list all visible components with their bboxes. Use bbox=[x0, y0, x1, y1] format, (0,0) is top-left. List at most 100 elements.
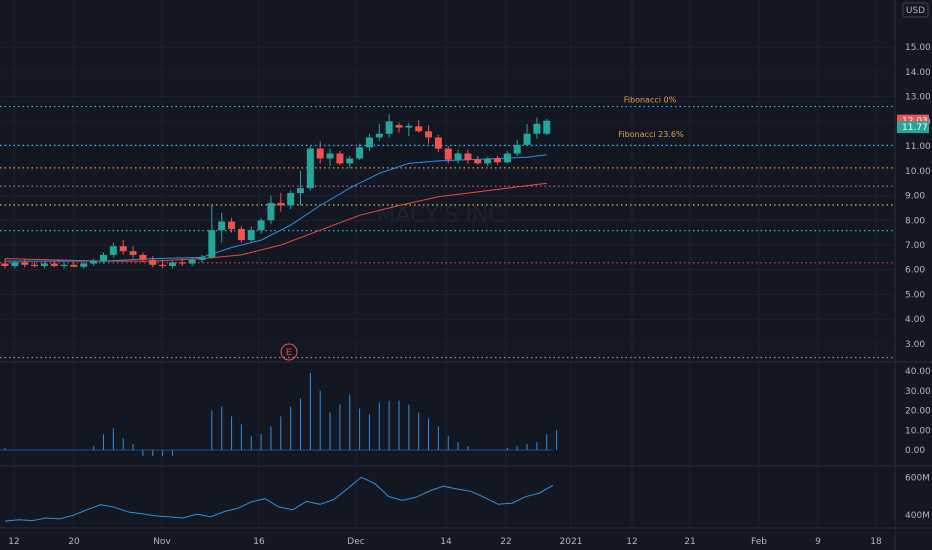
candle[interactable] bbox=[385, 113, 393, 138]
candle[interactable] bbox=[464, 149, 472, 164]
time-tick-label: 22 bbox=[500, 537, 511, 547]
candle[interactable] bbox=[336, 151, 344, 165]
candle[interactable] bbox=[129, 246, 137, 259]
fibonacci-label: Fibonacci 23.6% bbox=[618, 130, 684, 139]
candle[interactable] bbox=[415, 120, 423, 133]
candle[interactable] bbox=[287, 190, 295, 210]
candle-body bbox=[474, 159, 482, 164]
candle[interactable] bbox=[188, 257, 196, 267]
candle[interactable] bbox=[149, 256, 157, 268]
candle-body bbox=[356, 147, 364, 159]
volume-line-tick-label: 600M bbox=[905, 473, 930, 483]
currency-button[interactable]: USD bbox=[902, 2, 929, 18]
candle[interactable] bbox=[543, 118, 551, 135]
candle[interactable] bbox=[277, 193, 285, 212]
candle[interactable] bbox=[523, 123, 531, 147]
candle[interactable] bbox=[257, 217, 265, 234]
candle-body bbox=[60, 264, 68, 267]
candle[interactable] bbox=[365, 133, 373, 152]
candle[interactable] bbox=[1, 258, 9, 269]
candle[interactable] bbox=[237, 226, 245, 243]
candle[interactable] bbox=[198, 254, 206, 263]
candle-body bbox=[208, 230, 216, 258]
candle[interactable] bbox=[484, 157, 492, 166]
candle[interactable] bbox=[11, 261, 19, 269]
candle-body bbox=[297, 188, 304, 194]
time-tick-label: 12 bbox=[626, 537, 637, 547]
candle-body bbox=[149, 259, 157, 265]
currency-label: USD bbox=[906, 6, 925, 16]
candle[interactable] bbox=[247, 226, 255, 243]
candle[interactable] bbox=[454, 149, 462, 164]
candle-body bbox=[11, 262, 19, 267]
candle-body bbox=[31, 264, 39, 267]
earnings-circle[interactable] bbox=[280, 343, 298, 361]
candle[interactable] bbox=[139, 252, 147, 263]
candle[interactable] bbox=[21, 259, 29, 268]
candle-body bbox=[40, 263, 48, 267]
candle[interactable] bbox=[109, 242, 117, 258]
candle-body bbox=[247, 230, 255, 241]
candle-body bbox=[434, 137, 442, 149]
candle[interactable] bbox=[31, 262, 39, 268]
candle[interactable] bbox=[346, 156, 354, 169]
candle[interactable] bbox=[444, 146, 452, 164]
candle-body bbox=[306, 148, 314, 189]
candle-body bbox=[326, 153, 334, 159]
candle[interactable] bbox=[228, 217, 236, 233]
earnings-marker[interactable]: E bbox=[280, 343, 298, 361]
candle[interactable] bbox=[474, 156, 482, 165]
candle-body bbox=[119, 246, 127, 252]
price-tick-label: 10.00 bbox=[905, 167, 931, 177]
candle-body bbox=[415, 126, 423, 132]
candle[interactable] bbox=[297, 170, 304, 206]
candle[interactable] bbox=[267, 195, 275, 224]
candle-body bbox=[1, 263, 9, 267]
candle[interactable] bbox=[375, 123, 383, 142]
candle[interactable] bbox=[513, 139, 521, 156]
time-tick-label: 20 bbox=[68, 537, 80, 547]
volume-tick-label: 0.00 bbox=[905, 446, 925, 456]
candle[interactable] bbox=[306, 146, 314, 191]
candle[interactable] bbox=[326, 148, 334, 166]
candle[interactable] bbox=[60, 262, 68, 269]
candle[interactable] bbox=[80, 262, 88, 269]
candle[interactable] bbox=[119, 240, 127, 255]
candle[interactable] bbox=[405, 122, 413, 137]
candle[interactable] bbox=[168, 261, 176, 269]
volume-line bbox=[4, 476, 554, 522]
currency-border bbox=[902, 2, 929, 18]
candle-body bbox=[198, 257, 206, 260]
candle[interactable] bbox=[208, 205, 216, 259]
candle[interactable] bbox=[533, 117, 541, 139]
candle[interactable] bbox=[425, 125, 433, 144]
sub-panes: 0.00 10.00 20.00 30.00 40.00 400M 600M bbox=[0, 367, 931, 522]
candle[interactable] bbox=[70, 262, 78, 268]
time-axis[interactable]: 12 20 Nov 16 Dec 14 22 2021 12 21 Feb 9 18 bbox=[8, 537, 882, 547]
candle-body bbox=[494, 158, 501, 163]
candle-body bbox=[159, 264, 167, 267]
candle-body bbox=[444, 148, 452, 160]
candle[interactable] bbox=[40, 262, 48, 269]
candle[interactable] bbox=[159, 259, 167, 269]
watermark: MACY'S INC bbox=[376, 203, 503, 228]
candle[interactable] bbox=[50, 261, 58, 268]
candle[interactable] bbox=[90, 258, 98, 267]
candle[interactable] bbox=[503, 151, 511, 164]
candle[interactable] bbox=[434, 134, 442, 153]
candle-body bbox=[90, 261, 98, 264]
candle[interactable] bbox=[356, 143, 364, 160]
candles[interactable] bbox=[1, 113, 551, 269]
candle[interactable] bbox=[218, 212, 226, 243]
candle[interactable] bbox=[100, 252, 107, 264]
price-axis[interactable]: 3.004.005.006.007.008.009.0010.0011.0012… bbox=[897, 43, 931, 350]
price-badge[interactable] bbox=[897, 121, 929, 134]
candle[interactable] bbox=[178, 258, 186, 267]
volume-tick-label: 30.00 bbox=[905, 387, 931, 397]
candle[interactable] bbox=[316, 141, 324, 164]
candle-body bbox=[50, 263, 58, 267]
candle[interactable] bbox=[494, 156, 501, 165]
candle[interactable] bbox=[395, 122, 403, 133]
price-tick-label: 13.00 bbox=[905, 93, 931, 103]
